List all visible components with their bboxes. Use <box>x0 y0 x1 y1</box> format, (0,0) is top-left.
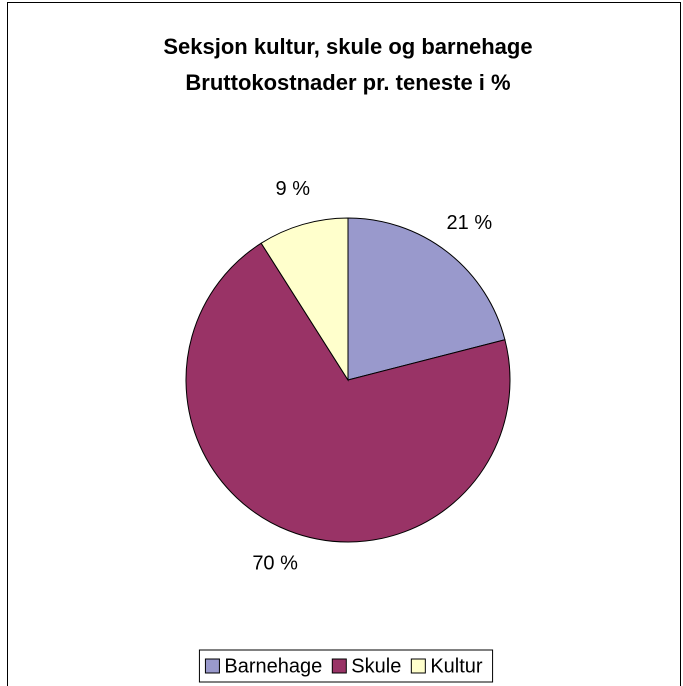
chart-title: Seksjon kultur, skule og barnehage <box>163 34 532 59</box>
legend-label: Kultur <box>430 655 483 677</box>
pie-slice <box>185 242 511 543</box>
chart-subtitle: Bruttokostnader pr. teneste i % <box>185 70 510 95</box>
legend-label: Barnehage <box>224 655 322 677</box>
data-label: 70 % <box>252 552 298 574</box>
legend-label: Skule <box>351 655 401 677</box>
data-label: 9 % <box>276 178 311 200</box>
pie-slice <box>347 217 506 381</box>
data-label: 21 % <box>447 212 493 234</box>
legend-swatch <box>204 658 220 674</box>
legend-swatch <box>410 658 426 674</box>
pie-slice <box>260 217 349 382</box>
legend-swatch <box>331 658 347 674</box>
